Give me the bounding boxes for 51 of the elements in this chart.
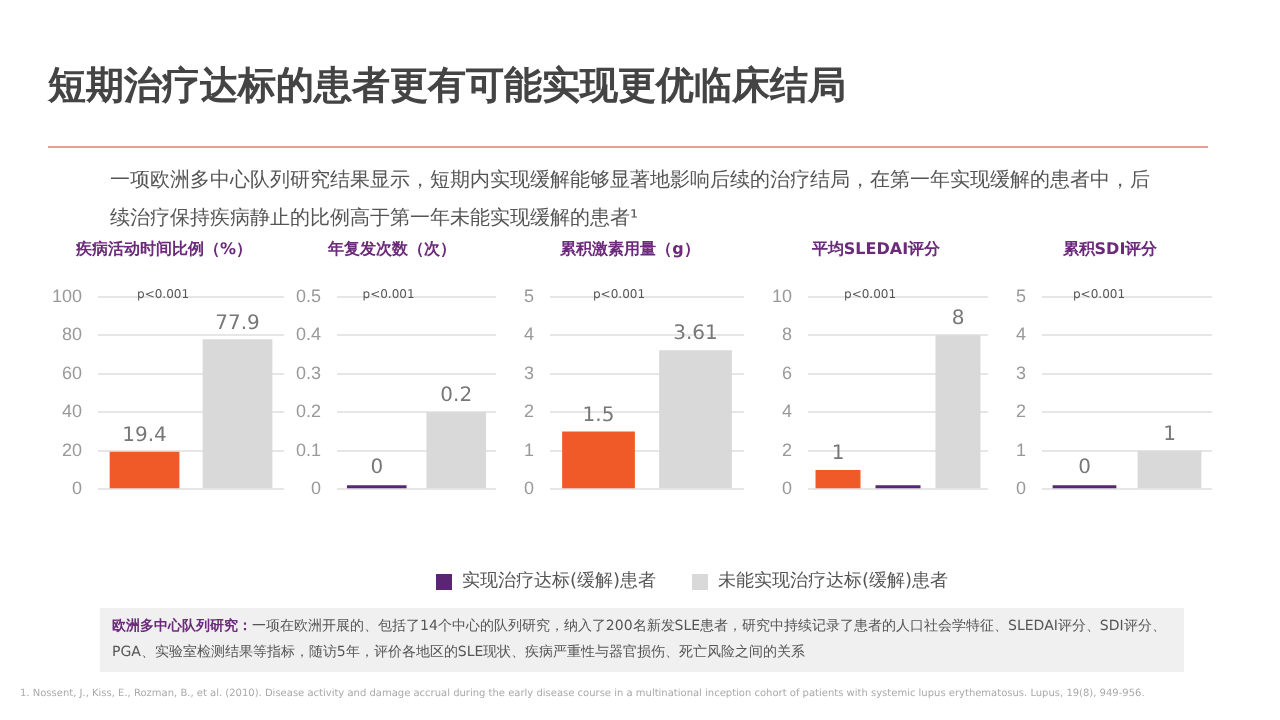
y-tick-label: 2	[1015, 401, 1027, 422]
y-tick-label: 0.5	[295, 285, 322, 306]
data-label: 3.61	[673, 323, 718, 346]
y-tick-label: 0.4	[295, 324, 322, 345]
y-tick-label: 0.3	[295, 362, 322, 383]
y-tick-label: 2	[523, 401, 535, 422]
y-tick-label: 0	[72, 478, 83, 499]
text: 一项欧洲多中心队列研究结果显示，短期内实现缓解能够显著地影响后续的治疗结局，在第一年实现缓解的患者中，后续治疗保持疾病静止的比例高于第一年未能实现缓解的患者¹	[110, 167, 1150, 234]
y-tick-label: 8	[781, 324, 793, 345]
data-label: 1	[831, 443, 845, 466]
data-label: 19.4	[122, 425, 167, 448]
chart-title: 年复发次数（次）	[326, 238, 458, 260]
y-tick-label: 80	[62, 324, 83, 345]
y-tick-label: 40	[62, 401, 83, 422]
y-tick-label: 0	[310, 478, 322, 499]
data-label: 8	[951, 308, 965, 331]
y-tick-label: 6	[781, 362, 793, 383]
data-label: 0.2	[440, 385, 473, 408]
y-tick-label: 60	[62, 362, 83, 383]
chart-title: 累积SDI评分	[1060, 238, 1160, 260]
y-tick-label: 0	[781, 478, 793, 499]
chart-title: 疾病活动时间比例（%）	[73, 238, 254, 260]
legend-label: 未能实现治疗达标(缓解)患者	[716, 569, 949, 594]
data-label: 0	[370, 457, 384, 480]
data-label: 0	[1078, 457, 1091, 480]
data-label: 1.5	[582, 404, 615, 427]
y-tick-label: 4	[1015, 324, 1027, 345]
y-tick-label: 3	[523, 362, 535, 383]
y-tick-label: 5	[1015, 285, 1027, 306]
y-tick-label: 5	[523, 285, 535, 306]
bar	[935, 335, 981, 489]
text: 短期治疗达标的患者更有可能实现更优临床结局	[48, 62, 846, 112]
y-tick-label: 0.1	[295, 439, 322, 460]
y-tick-label: 1	[1015, 439, 1027, 460]
y-tick-label: 3	[1015, 362, 1027, 383]
y-tick-label: 10	[771, 285, 793, 306]
y-tick-label: 0	[1015, 478, 1027, 499]
chart-title: 平均SLEDAI评分	[809, 238, 943, 260]
y-tick-label: 1	[523, 439, 535, 460]
legend-label: 实现治疗达标(缓解)患者	[460, 569, 657, 594]
y-tick-label: 2	[781, 439, 793, 460]
bar	[815, 469, 861, 489]
y-tick-label: 4	[781, 401, 793, 422]
y-tick-label: 0	[523, 478, 535, 499]
y-tick-label: 20	[62, 439, 83, 460]
data-label: 77.9	[215, 312, 260, 335]
y-tick-label: 100	[51, 285, 83, 306]
y-tick-label: 0.2	[295, 401, 322, 422]
chart-title: 累积激素用量（g）	[558, 238, 702, 260]
y-tick-label: 4	[523, 324, 535, 345]
data-label: 1	[1163, 423, 1176, 446]
